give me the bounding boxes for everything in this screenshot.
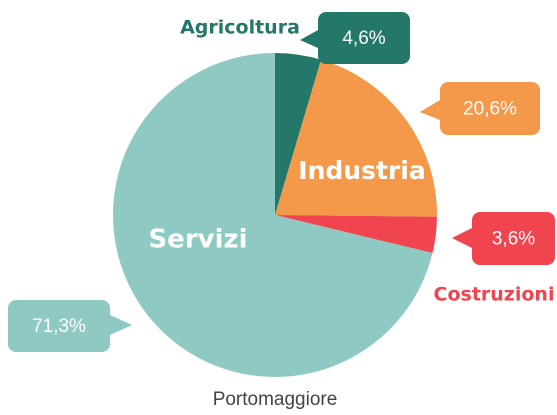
value-label: 20,6%: [463, 99, 517, 120]
callout-pointer: [300, 30, 318, 48]
pie-slice: [275, 215, 437, 254]
pie-slice: [275, 53, 322, 215]
pie-slice: [113, 53, 433, 377]
callout-pointer: [452, 228, 472, 248]
value-label: 4,6%: [342, 28, 385, 49]
category-label: Agricoltura: [180, 17, 300, 39]
category-label: Servizi: [148, 225, 247, 255]
chart-title: Portomaggiore: [213, 389, 338, 410]
value-label: 3,6%: [492, 229, 535, 250]
callout-pointer: [110, 315, 132, 335]
category-label: Industria: [298, 156, 425, 185]
callout-box: [440, 82, 540, 135]
category-label: Costruzioni: [434, 284, 555, 306]
pie-slice: [275, 59, 437, 217]
value-label: 71,3%: [32, 316, 86, 337]
callout-box: [318, 12, 410, 64]
callout-box: [472, 212, 555, 265]
callout-box: [8, 300, 110, 352]
callout-pointer: [420, 100, 440, 120]
